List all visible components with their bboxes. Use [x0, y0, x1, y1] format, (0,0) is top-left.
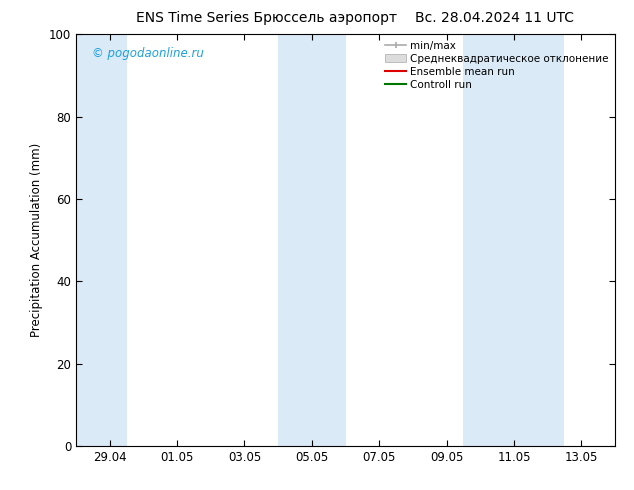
Bar — [76, 34, 127, 446]
Y-axis label: Precipitation Accumulation (mm): Precipitation Accumulation (mm) — [30, 143, 43, 337]
Text: Вс. 28.04.2024 11 UTC: Вс. 28.04.2024 11 UTC — [415, 11, 574, 25]
Text: ENS Time Series Брюссель аэропорт: ENS Time Series Брюссель аэропорт — [136, 11, 397, 25]
Text: © pogodaonline.ru: © pogodaonline.ru — [93, 47, 204, 60]
Legend: min/max, Среднеквадратическое отклонение, Ensemble mean run, Controll run: min/max, Среднеквадратическое отклонение… — [381, 36, 613, 94]
Bar — [278, 34, 346, 446]
Bar — [463, 34, 564, 446]
